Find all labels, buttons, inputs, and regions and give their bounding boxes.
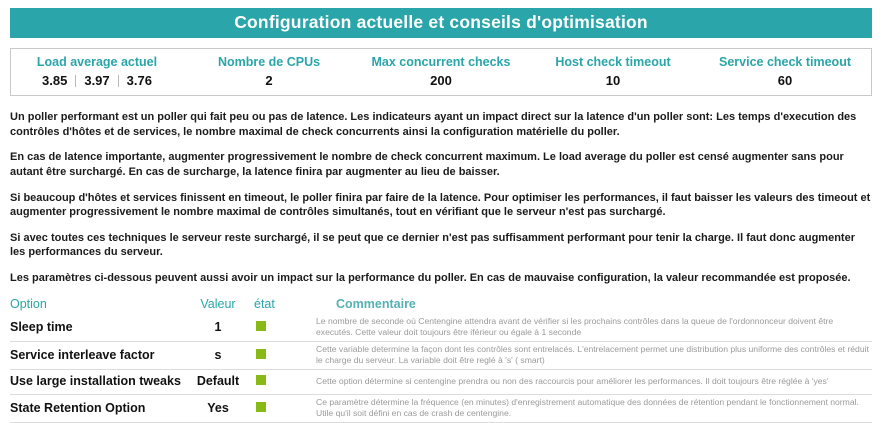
- options-table: Option Valeur état Commentaire Sleep tim…: [10, 297, 872, 423]
- status-ok-icon: [256, 320, 266, 331]
- info-paragraph-1: Un poller performant est un poller qui f…: [10, 111, 857, 138]
- info-paragraph-4: Si avec toutes ces techniques le serveur…: [10, 231, 855, 259]
- page-title: Configuration actuelle et conseils d'opt…: [10, 8, 872, 38]
- load-average-5: 3.97: [84, 73, 110, 88]
- option-name: Service interleave factor: [10, 347, 155, 362]
- value-divider: [75, 75, 77, 87]
- options-header-option: Option: [10, 296, 47, 311]
- option-name: State Retention Option: [10, 400, 146, 415]
- options-header-etat: état: [254, 296, 275, 311]
- status-ok-icon: [256, 348, 266, 359]
- metric-value: 10: [605, 73, 621, 88]
- table-row: Service interleave factor s Cette variab…: [10, 342, 872, 370]
- metric-label: Nombre de CPUs: [217, 55, 321, 69]
- status-ok-icon: [256, 375, 266, 386]
- metrics-panel: Load average actuel 3.85 3.97 3.76 Nombre …: [10, 48, 872, 96]
- option-status: [254, 318, 312, 336]
- table-row: State Retention Option Yes Ce paramètre …: [10, 395, 872, 423]
- metric-label: Load average actuel: [36, 55, 158, 69]
- value-divider: [117, 75, 119, 87]
- metric-label: Max concurrent checks: [371, 55, 511, 69]
- info-paragraph-3: Si beaucoup d'hôtes et services finissen…: [10, 191, 871, 219]
- advice-paragraphs: Un poller performant est un poller qui f…: [10, 110, 872, 286]
- metric-host-check-timeout: Host check timeout 10: [527, 55, 699, 88]
- status-ok-icon: [256, 401, 266, 412]
- table-row: Use large installation tweaks Default Ce…: [10, 370, 872, 395]
- option-comment: Ce paramètre détermine la fréquence (en …: [316, 396, 859, 418]
- metric-value: 2: [265, 73, 273, 88]
- option-value: s: [214, 347, 222, 362]
- option-comment: Cette variable determine la façon dont l…: [316, 343, 869, 365]
- load-average-1: 3.85: [42, 73, 68, 88]
- option-name: Sleep time: [10, 319, 73, 334]
- metric-label: Host check timeout: [555, 55, 671, 69]
- metric-load-average: Load average actuel 3.85 3.97 3.76: [11, 55, 183, 88]
- metric-value: 3.85 3.97 3.76: [11, 73, 183, 88]
- table-row: Sleep time 1 Le nombre de seconde où Cen…: [10, 314, 872, 342]
- options-header-row: Option Valeur état Commentaire: [10, 297, 872, 314]
- metric-service-check-timeout: Service check timeout 60: [699, 55, 871, 88]
- option-status: [254, 346, 312, 364]
- metric-max-concurrent-checks: Max concurrent checks 200: [355, 55, 527, 88]
- option-value: Yes: [207, 400, 229, 415]
- metric-value: 60: [777, 73, 793, 88]
- option-value: 1: [214, 319, 222, 334]
- option-value: Default: [196, 374, 240, 389]
- metric-cpus: Nombre de CPUs 2: [183, 55, 355, 88]
- option-comment: Cette option détermine si centengine pre…: [316, 375, 829, 386]
- metric-label: Service check timeout: [718, 55, 851, 69]
- info-paragraph-5: Les paramètres ci-dessous peuvent aussi …: [10, 272, 851, 284]
- info-paragraph-2: En cas de latence importante, augmenter …: [10, 151, 844, 178]
- option-status: [254, 372, 312, 390]
- load-average-15: 3.76: [126, 73, 152, 88]
- option-status: [254, 399, 312, 417]
- option-name: Use large installation tweaks: [10, 374, 181, 389]
- options-header-commentaire: Commentaire: [336, 296, 416, 311]
- options-header-valeur: Valeur: [200, 296, 236, 311]
- option-comment: Le nombre de seconde où Centengine atten…: [316, 315, 834, 337]
- metric-value: 200: [430, 73, 452, 88]
